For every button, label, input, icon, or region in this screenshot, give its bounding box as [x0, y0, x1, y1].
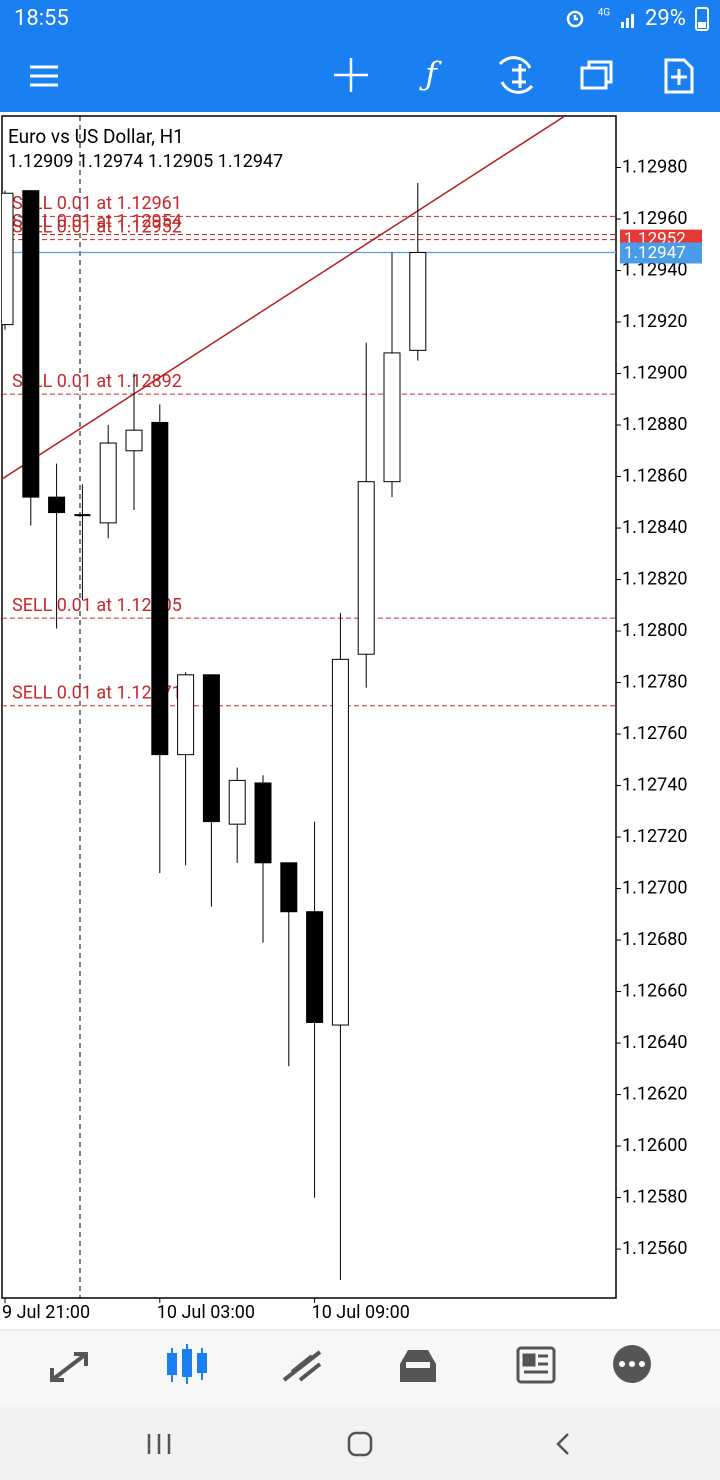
y-tick-label: 1.12640 — [622, 1032, 687, 1053]
chart-tab[interactable] — [167, 1344, 207, 1384]
y-tick-label: 1.12740 — [622, 774, 687, 795]
back-button[interactable] — [556, 1433, 569, 1455]
history-tab[interactable] — [400, 1350, 436, 1382]
candle-body — [177, 674, 195, 756]
new-order-button[interactable] — [664, 58, 694, 94]
bid-tag — [620, 242, 702, 264]
battery-level: 29% — [645, 6, 686, 31]
battery-icon — [695, 7, 709, 31]
system-nav — [0, 1405, 720, 1480]
recents-button[interactable] — [147, 1434, 171, 1454]
candle-body — [306, 911, 324, 1023]
plot-frame — [1, 115, 617, 1299]
y-tick-label: 1.12900 — [622, 362, 687, 383]
indicators-button[interactable]: ƒ — [419, 55, 442, 93]
order-label: SELL 0.01 at 1.12892 — [12, 371, 182, 392]
alarm-icon — [566, 10, 584, 28]
y-tick-label: 1.12880 — [622, 414, 687, 435]
order-label: SELL 0.01 at 1.12771 — [12, 682, 182, 703]
candle-body — [151, 421, 169, 756]
order-label: SELL 0.01 at 1.12805 — [12, 595, 182, 616]
x-tick-label: 10 Jul 03:00 — [157, 1302, 255, 1323]
status-time: 18:55 — [14, 6, 69, 31]
y-tick-label: 1.12720 — [622, 826, 687, 847]
y-tick-label: 1.12680 — [622, 929, 687, 950]
bottom-nav — [0, 1330, 720, 1405]
y-tick-label: 1.12860 — [622, 465, 687, 486]
order-label: SELL 0.01 at 1.12954 — [12, 211, 182, 232]
candle-body — [48, 496, 66, 514]
network-type: 4G — [598, 8, 611, 19]
x-tick-label: 10 Jul 09:00 — [312, 1302, 410, 1323]
order-label: SELL 0.01 at 1.12961 — [12, 193, 182, 214]
candle-body — [228, 779, 246, 825]
trade-tab[interactable] — [282, 1350, 322, 1382]
candle-body — [125, 429, 143, 452]
y-tick-label: 1.12800 — [622, 620, 687, 641]
y-tick-label: 1.12940 — [622, 259, 687, 280]
chat-tab[interactable] — [613, 1345, 651, 1383]
y-tick-label: 1.12820 — [622, 568, 687, 589]
candle-body — [202, 674, 220, 823]
candle-body — [22, 190, 40, 498]
y-tick-label: 1.12980 — [622, 156, 687, 177]
menu-button[interactable] — [30, 65, 58, 87]
y-tick-label: 1.12560 — [622, 1238, 687, 1259]
candle-body — [99, 442, 117, 524]
home-button[interactable] — [347, 1431, 373, 1457]
candle-body — [383, 352, 401, 483]
quotes-tab[interactable] — [50, 1352, 88, 1382]
candle-body — [254, 782, 272, 864]
order-label: SELL 0.01 at 1.12952 — [12, 216, 182, 237]
candle-body — [409, 251, 427, 351]
news-tab[interactable] — [516, 1346, 556, 1384]
candle-body — [331, 658, 349, 1026]
y-tick-label: 1.12780 — [622, 671, 687, 692]
trend-line — [2, 116, 566, 480]
app-bar — [0, 0, 720, 112]
x-tick-label: 9 Jul 21:00 — [2, 1302, 90, 1323]
signal-icon — [621, 14, 634, 28]
candle-body — [357, 481, 375, 655]
y-tick-label: 1.12960 — [622, 208, 687, 229]
y-tick-label: 1.12840 — [622, 517, 687, 538]
symbol-button[interactable] — [498, 56, 534, 94]
crosshair-button[interactable] — [334, 58, 368, 92]
chart-title: Euro vs US Dollar, H1 — [8, 125, 184, 148]
candle-body — [2, 192, 14, 326]
bid-tag-label: 1.12947 — [624, 243, 686, 263]
y-tick-label: 1.12760 — [622, 723, 687, 744]
y-tick-label: 1.12920 — [622, 311, 687, 332]
y-tick-label: 1.12700 — [622, 877, 687, 898]
ohlc-values: 1.12909 1.12974 1.12905 1.12947 — [8, 151, 283, 172]
y-tick-label: 1.12660 — [622, 980, 687, 1001]
timeframe-button[interactable] — [580, 60, 613, 90]
candle-body — [280, 862, 298, 913]
y-tick-label: 1.12580 — [622, 1186, 687, 1207]
y-tick-label: 1.12600 — [622, 1135, 687, 1156]
y-tick-label: 1.12620 — [622, 1083, 687, 1104]
